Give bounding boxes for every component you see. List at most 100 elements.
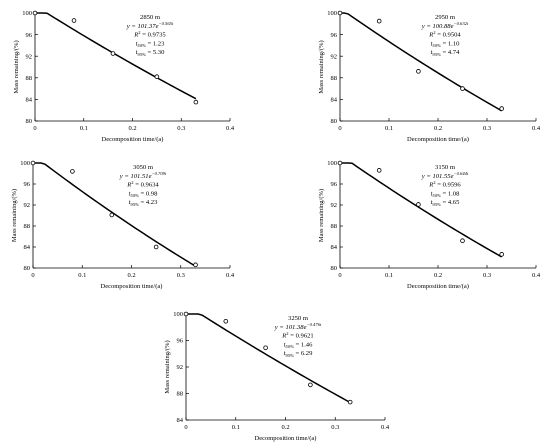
t50-sub: 50% bbox=[130, 193, 139, 198]
t95-number: = 5.30 bbox=[146, 49, 165, 56]
fit-equation-exponent: −0.632t bbox=[454, 21, 469, 26]
r-squared-value: = 0.9621 bbox=[289, 333, 314, 340]
y-tick-label: 80 bbox=[26, 118, 33, 125]
fit-equation: y = 101.55e−0.644t bbox=[421, 171, 469, 180]
t95-symbol: t bbox=[129, 199, 131, 206]
t95-symbol: t bbox=[431, 49, 433, 56]
x-axis-label: Decomposition time/(a) bbox=[255, 435, 317, 442]
data-point bbox=[347, 399, 353, 405]
t50-value: t50% = 1.08 bbox=[431, 190, 461, 198]
x-tick-label: 0.3 bbox=[177, 272, 185, 279]
panel-title: 2950 m bbox=[435, 14, 456, 21]
y-tick-label: 96 bbox=[331, 181, 338, 188]
panel-title: 3150 m bbox=[435, 164, 456, 171]
x-tick-label: 0.3 bbox=[177, 125, 185, 132]
data-point bbox=[337, 160, 343, 166]
t95-sub: 95% bbox=[137, 52, 146, 57]
data-point bbox=[32, 10, 38, 16]
fit-equation-base: y = 101.38e bbox=[274, 324, 307, 331]
t95-value: t95% = 4.74 bbox=[431, 49, 461, 57]
fit-curve bbox=[33, 162, 196, 267]
r-squared-symbol: R bbox=[428, 182, 433, 189]
y-tick-label: 84 bbox=[331, 97, 338, 104]
fit-equation: y = 101.37e−0.565t bbox=[126, 21, 174, 30]
chart-panel-1: 80 84 88 92 96 100 0 0.1 0.2 0.3 0.4 Decomposition … bbox=[13, 10, 235, 143]
fit-curve bbox=[35, 12, 197, 100]
r-squared: R2 = 0.9735 bbox=[133, 30, 166, 39]
r-squared-sup: 2 bbox=[131, 180, 134, 185]
t95-number: = 4.74 bbox=[441, 49, 460, 56]
t50-sub: 50% bbox=[137, 43, 146, 48]
x-tick-label: 0.3 bbox=[331, 424, 339, 431]
x-tick-label: 0.2 bbox=[434, 125, 442, 132]
t50-number: = 1.08 bbox=[441, 190, 460, 197]
r-squared: R2 = 0.9596 bbox=[428, 180, 461, 189]
t50-symbol: t bbox=[431, 40, 433, 47]
x-tick-label: 0.2 bbox=[127, 272, 135, 279]
y-tick-label: 92 bbox=[177, 364, 184, 371]
y-tick-label: 100 bbox=[327, 160, 337, 167]
y-tick-label: 84 bbox=[24, 244, 31, 251]
y-tick-label: 100 bbox=[327, 10, 337, 17]
fit-equation: y = 101.38e−0.476t bbox=[274, 322, 322, 331]
x-tick-label: 0.4 bbox=[381, 424, 390, 431]
r-squared-sup: 2 bbox=[433, 30, 436, 35]
t95-number: = 4.65 bbox=[441, 199, 460, 206]
t95-value: t95% = 4.23 bbox=[129, 199, 159, 207]
x-tick-label: 0 bbox=[338, 272, 341, 279]
r-squared-value: = 0.9596 bbox=[436, 182, 462, 189]
data-point bbox=[308, 382, 313, 388]
data-point bbox=[416, 69, 421, 74]
t50-sub: 50% bbox=[432, 193, 441, 198]
x-tick-label: 0 bbox=[31, 272, 34, 279]
panel-title: 2850 m bbox=[140, 14, 161, 21]
data-point bbox=[154, 74, 160, 80]
x-tick-label: 0.2 bbox=[281, 424, 289, 431]
fit-curve bbox=[186, 313, 351, 404]
y-tick-label: 88 bbox=[331, 223, 338, 230]
r-squared-value: = 0.9735 bbox=[141, 32, 167, 39]
x-tick-label: 0.4 bbox=[532, 272, 541, 279]
y-tick-label: 96 bbox=[24, 181, 31, 188]
y-tick-label: 96 bbox=[26, 32, 33, 39]
data-point bbox=[223, 318, 229, 324]
x-tick-label: 0.3 bbox=[483, 272, 491, 279]
chart-panel-5: 84 88 92 96 100 0 0.1 0.2 0.3 0.4 Decomposition ti… bbox=[164, 311, 390, 442]
x-tick-label: 0.2 bbox=[128, 125, 136, 132]
t50-sub: 50% bbox=[285, 344, 294, 349]
fit-equation-exponent: −0.644t bbox=[454, 171, 469, 176]
fit-equation-base: y = 100.88e bbox=[421, 23, 454, 30]
data-point bbox=[193, 99, 199, 105]
data-point bbox=[376, 18, 382, 24]
y-axis-label: Mass remaining/(%) bbox=[164, 340, 171, 393]
t95-sub: 95% bbox=[432, 202, 441, 207]
t95-sub: 95% bbox=[432, 52, 441, 57]
y-tick-label: 88 bbox=[177, 391, 184, 398]
y-tick-label: 92 bbox=[331, 202, 338, 209]
t50-sub: 50% bbox=[432, 43, 441, 48]
x-tick-label: 0.4 bbox=[226, 125, 235, 132]
y-axis-label: Mass remaining/(%) bbox=[318, 189, 325, 242]
fit-equation: y = 101.51e−0.709t bbox=[119, 171, 167, 180]
t95-value: t95% = 4.65 bbox=[431, 199, 461, 207]
y-tick-label: 100 bbox=[22, 10, 32, 17]
t50-symbol: t bbox=[284, 341, 286, 348]
t50-value: t50% = 0.98 bbox=[129, 190, 159, 198]
y-axis-label: Mass remaining/(%) bbox=[11, 189, 18, 242]
x-axis-label: Decomposition time/(a) bbox=[407, 136, 469, 143]
r-squared-symbol: R bbox=[133, 32, 138, 39]
data-point bbox=[416, 202, 421, 207]
x-tick-label: 0.3 bbox=[483, 125, 491, 132]
fit-equation-exponent: −0.565t bbox=[159, 21, 174, 26]
data-point bbox=[460, 238, 465, 244]
t50-symbol: t bbox=[129, 190, 131, 197]
t95-symbol: t bbox=[284, 350, 286, 357]
x-axis-label: Decomposition time/(a) bbox=[407, 283, 469, 290]
x-tick-label: 0 bbox=[184, 424, 187, 431]
r-squared: R2 = 0.9504 bbox=[428, 30, 461, 39]
fit-equation-exponent: −0.476t bbox=[307, 322, 322, 327]
x-tick-label: 0.4 bbox=[532, 125, 541, 132]
data-point bbox=[153, 244, 159, 250]
t50-number: = 1.46 bbox=[294, 341, 313, 348]
